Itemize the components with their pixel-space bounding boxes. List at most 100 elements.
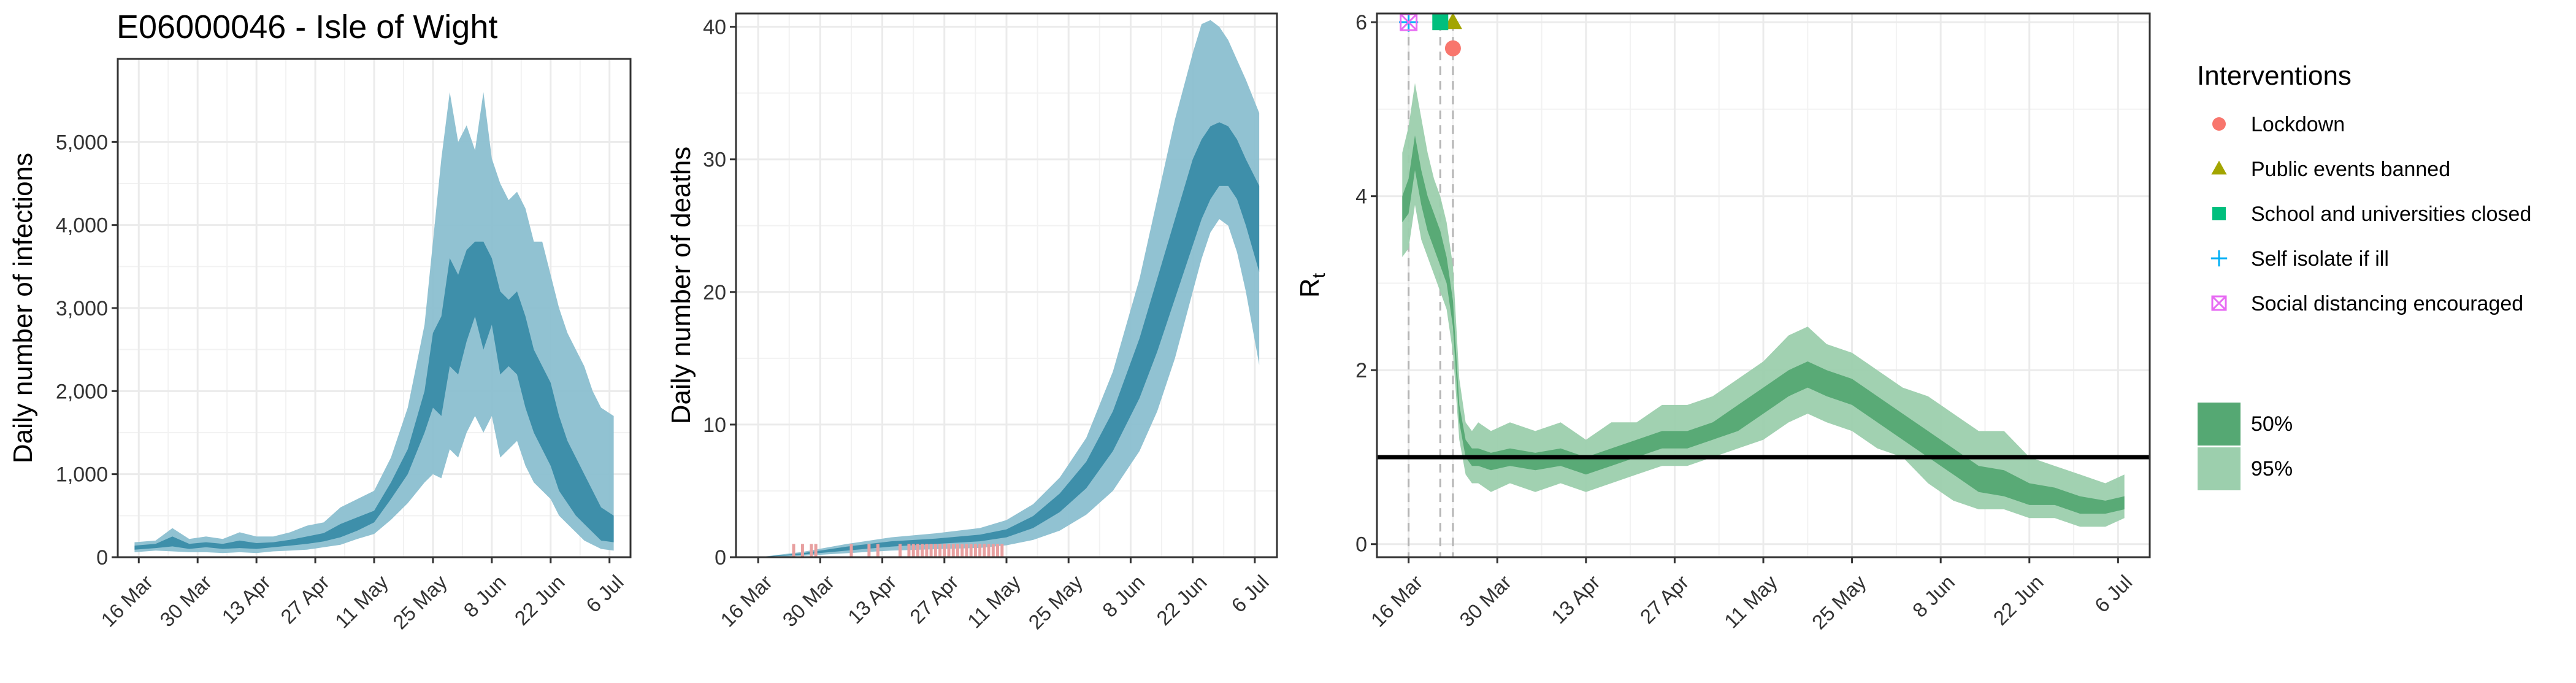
legend-band-label: 50% — [2251, 412, 2293, 436]
legend-key-triangle — [2211, 160, 2227, 175]
y-tick-label: 2,000 — [56, 380, 108, 403]
observed-death-bar — [929, 544, 933, 557]
legend-label: Self isolate if ill — [2251, 247, 2389, 271]
intervention-marker — [1443, 12, 1462, 29]
observed-death-bar — [943, 544, 946, 557]
observed-death-bar — [947, 544, 951, 557]
x-tick-label: 22 Jun — [1152, 571, 1211, 630]
x-tick-label: 8 Jun — [1908, 571, 1959, 622]
y-tick-label: 40 — [703, 16, 726, 39]
y-tick-label: 4 — [1355, 185, 1367, 209]
legend-band-swatch — [2198, 403, 2241, 446]
legend-label: School and universities closed — [2251, 203, 2531, 226]
y-tick-label: 5,000 — [56, 131, 108, 154]
observed-death-bar — [916, 544, 919, 557]
x-tick-label: 6 Jul — [581, 571, 627, 617]
observed-death-bar — [938, 544, 942, 557]
x-tick-label: 6 Jul — [1227, 571, 1273, 617]
observed-death-bar — [907, 544, 911, 557]
band-95 — [758, 20, 1260, 558]
legend-band-swatch — [2198, 447, 2241, 490]
band-50 — [134, 241, 614, 550]
intervention-marker — [1432, 14, 1449, 31]
x-tick-label: 11 May — [963, 570, 1025, 632]
observed-death-bar — [996, 544, 1000, 557]
legend-key-boxcross — [2211, 295, 2227, 311]
x-tick-label: 13 Apr — [217, 571, 275, 628]
legend-key-boxcross — [2211, 295, 2227, 311]
legend-label: Public events banned — [2251, 158, 2450, 181]
band-95 — [1402, 83, 2125, 527]
x-tick-label: 13 Apr — [1547, 571, 1604, 628]
x-tick-label: 6 Jul — [2090, 571, 2136, 617]
y-tick-label: 0 — [715, 546, 726, 569]
x-tick-label: 11 May — [1720, 570, 1782, 632]
legend-label: Lockdown — [2251, 113, 2345, 136]
observed-death-bar — [973, 544, 977, 557]
y-axis-label: Daily number of infections — [8, 153, 38, 463]
intervention-marker — [1400, 14, 1417, 31]
rt-panel: 16 Mar 30 Mar 13 Apr 27 Apr 11 May 25 May 8 Ju… — [1295, 11, 2151, 633]
observed-death-bar — [792, 544, 795, 557]
y-axis-label-subscript: t — [1309, 272, 1329, 278]
observed-death-bar — [960, 544, 964, 557]
x-tick-label: 22 Jun — [1988, 571, 2047, 630]
y-tick-label: 6 — [1355, 11, 1367, 34]
legend-title: Interventions — [2197, 61, 2352, 91]
x-tick-label: 16 Mar — [1367, 571, 1427, 631]
interventions-legend: Interventions Lockdown Public events banne… — [2197, 61, 2531, 490]
band-95 — [134, 92, 614, 554]
x-tick-label: 8 Jun — [1098, 571, 1149, 622]
observed-death-bar — [983, 544, 986, 557]
observed-death-bar — [911, 544, 915, 557]
x-tick-label: 30 Mar — [155, 571, 216, 631]
observed-death-bar — [849, 544, 853, 557]
observed-death-bar — [951, 544, 955, 557]
legend-key-square — [2212, 207, 2226, 220]
y-tick-label: 20 — [703, 281, 726, 304]
observed-death-bar — [867, 544, 871, 557]
x-tick-label: 25 May — [1024, 570, 1087, 633]
observed-death-bar — [1000, 544, 1004, 557]
x-tick-label: 30 Mar — [1455, 571, 1516, 631]
chart-title: E06000046 - Isle of Wight — [117, 9, 497, 45]
observed-death-bar — [810, 544, 813, 557]
intervention-marker — [1444, 40, 1461, 56]
x-tick-label: 27 Apr — [905, 571, 963, 628]
observed-death-bar — [898, 544, 902, 557]
legend-key-circle — [2212, 117, 2226, 131]
x-tick-label: 30 Mar — [778, 571, 838, 631]
legend-band-label: 95% — [2251, 457, 2293, 480]
observed-death-bar — [921, 544, 924, 557]
observed-death-bar — [925, 544, 929, 557]
y-tick-label: 2 — [1355, 359, 1367, 382]
legend-label: Social distancing encouraged — [2251, 292, 2523, 315]
x-tick-label: 25 May — [388, 570, 451, 633]
x-tick-label: 11 May — [331, 570, 393, 632]
y-tick-label: 10 — [703, 414, 726, 437]
band-50 — [758, 122, 1260, 557]
x-tick-label: 27 Apr — [276, 571, 334, 628]
observed-death-bar — [814, 544, 818, 557]
y-tick-label: 3,000 — [56, 297, 108, 320]
y-tick-label: 30 — [703, 149, 726, 172]
y-tick-label: 4,000 — [56, 214, 108, 237]
observed-death-bar — [933, 544, 937, 557]
x-tick-label: 22 Jun — [510, 571, 569, 630]
x-tick-label: 16 Mar — [96, 571, 157, 631]
x-tick-label: 27 Apr — [1636, 571, 1693, 628]
observed-death-bar — [800, 544, 804, 557]
y-axis-label: Daily number of deaths — [666, 147, 696, 424]
y-tick-label: 1,000 — [56, 463, 108, 487]
observed-death-bar — [987, 544, 991, 557]
x-tick-label: 16 Mar — [716, 571, 776, 631]
observed-death-bar — [978, 544, 982, 557]
observed-death-bar — [876, 544, 880, 557]
observed-death-bar — [991, 544, 995, 557]
observed-death-bar — [965, 544, 968, 557]
x-tick-label: 13 Apr — [843, 571, 901, 628]
x-tick-label: 8 Jun — [459, 571, 510, 622]
